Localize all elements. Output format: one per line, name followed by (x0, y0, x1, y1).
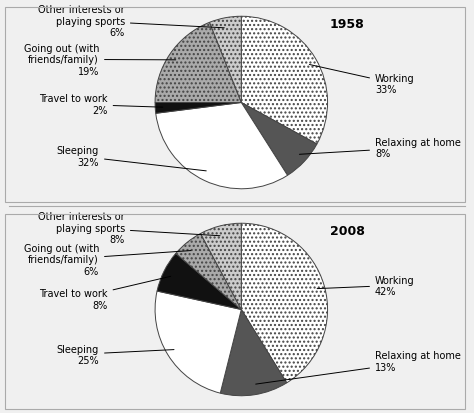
Text: Other interests or
playing sports
8%: Other interests or playing sports 8% (38, 211, 220, 244)
Wedge shape (155, 291, 241, 393)
Text: Travel to work
2%: Travel to work 2% (39, 94, 163, 116)
Wedge shape (210, 17, 241, 103)
Text: Going out (with
friends/family)
6%: Going out (with friends/family) 6% (24, 243, 191, 276)
Text: 2008: 2008 (330, 225, 365, 238)
Text: Travel to work
8%: Travel to work 8% (39, 277, 171, 310)
Wedge shape (176, 234, 241, 310)
Wedge shape (155, 23, 241, 103)
Wedge shape (220, 310, 287, 396)
Text: Sleeping
25%: Sleeping 25% (57, 344, 174, 365)
Wedge shape (241, 103, 317, 176)
Text: Relaxing at home
13%: Relaxing at home 13% (255, 351, 461, 384)
Wedge shape (156, 103, 288, 189)
Wedge shape (201, 224, 241, 310)
Text: Sleeping
32%: Sleeping 32% (57, 146, 206, 171)
Text: 1958: 1958 (330, 18, 365, 31)
Wedge shape (155, 103, 241, 114)
Text: Going out (with
friends/family)
19%: Going out (with friends/family) 19% (24, 44, 176, 77)
Text: Working
33%: Working 33% (310, 65, 415, 95)
Wedge shape (241, 224, 328, 383)
Wedge shape (241, 17, 328, 145)
Text: Other interests or
playing sports
6%: Other interests or playing sports 6% (38, 5, 224, 38)
Text: Relaxing at home
8%: Relaxing at home 8% (300, 137, 461, 159)
Wedge shape (157, 254, 241, 310)
Text: Working
42%: Working 42% (317, 275, 415, 297)
